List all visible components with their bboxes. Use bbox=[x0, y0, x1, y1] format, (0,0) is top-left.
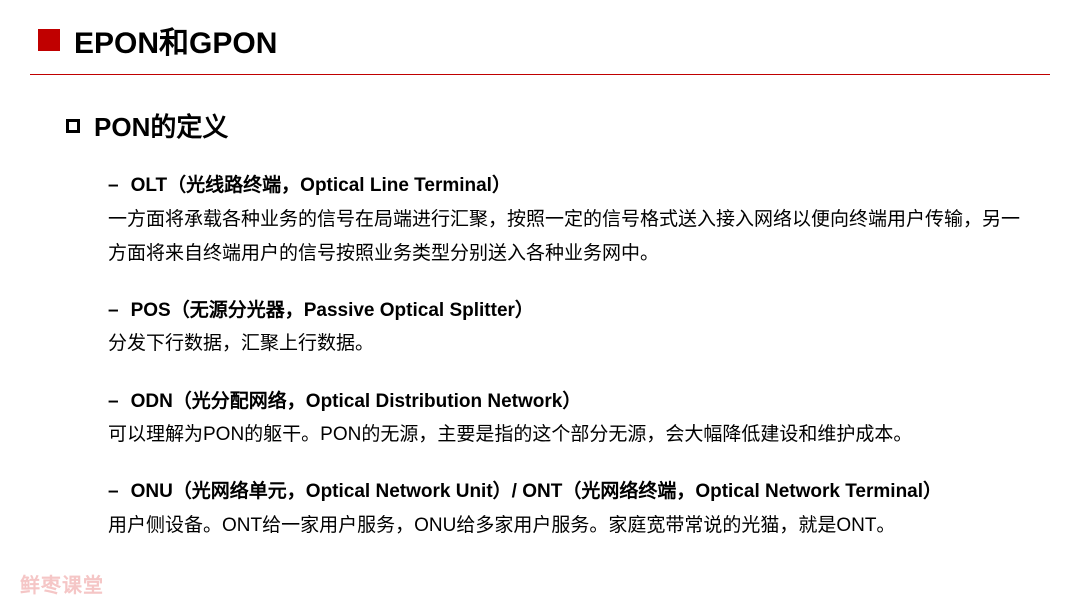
term-header: – POS（无源分光器，Passive Optical Splitter） bbox=[108, 297, 1020, 326]
dash-icon: – bbox=[108, 172, 119, 201]
term-block: – POS（无源分光器，Passive Optical Splitter） 分发… bbox=[108, 297, 1020, 362]
term-title: POS（无源分光器，Passive Optical Splitter） bbox=[131, 297, 534, 326]
term-desc: 一方面将承载各种业务的信号在局端进行汇聚，按照一定的信号格式送入接入网络以便向终… bbox=[108, 203, 1020, 271]
subtitle-bullet-icon bbox=[66, 119, 80, 133]
term-desc: 可以理解为PON的躯干。PON的无源，主要是指的这个部分无源，会大幅降低建设和维… bbox=[108, 418, 1020, 452]
header-row: EPON和GPON bbox=[0, 0, 1080, 62]
content-area: – OLT（光线路终端，Optical Line Terminal） 一方面将承… bbox=[0, 144, 1080, 543]
main-title: EPON和GPON bbox=[74, 18, 277, 62]
dash-icon: – bbox=[108, 478, 119, 507]
sub-title: PON的定义 bbox=[94, 107, 228, 144]
term-desc: 用户侧设备。ONT给一家用户服务，ONU给多家用户服务。家庭宽带常说的光猫，就是… bbox=[108, 509, 1020, 543]
term-block: – ODN（光分配网络，Optical Distribution Network… bbox=[108, 388, 1020, 453]
term-title: ONU（光网络单元，Optical Network Unit）/ ONT（光网络… bbox=[131, 478, 942, 507]
term-block: – ONU（光网络单元，Optical Network Unit）/ ONT（光… bbox=[108, 478, 1020, 543]
dash-icon: – bbox=[108, 297, 119, 326]
term-title: ODN（光分配网络，Optical Distribution Network） bbox=[131, 388, 582, 417]
term-header: – OLT（光线路终端，Optical Line Terminal） bbox=[108, 172, 1020, 201]
term-block: – OLT（光线路终端，Optical Line Terminal） 一方面将承… bbox=[108, 172, 1020, 271]
term-title: OLT（光线路终端，Optical Line Terminal） bbox=[131, 172, 511, 201]
watermark: 鲜枣课堂 bbox=[20, 569, 104, 598]
title-bullet-icon bbox=[38, 29, 60, 51]
dash-icon: – bbox=[108, 388, 119, 417]
term-desc: 分发下行数据，汇聚上行数据。 bbox=[108, 327, 1020, 361]
subheader-row: PON的定义 bbox=[0, 75, 1080, 144]
term-header: – ONU（光网络单元，Optical Network Unit）/ ONT（光… bbox=[108, 478, 1020, 507]
term-header: – ODN（光分配网络，Optical Distribution Network… bbox=[108, 388, 1020, 417]
